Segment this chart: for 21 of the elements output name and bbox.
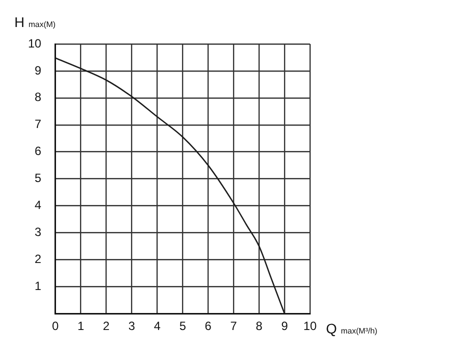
x-tick-label: 8 <box>256 319 263 334</box>
x-tick-label: 1 <box>77 319 84 334</box>
x-tick-label: 10 <box>303 319 317 334</box>
x-tick-label: 6 <box>204 319 212 334</box>
y-tick-label: 3 <box>34 225 42 240</box>
x-tick-label: 0 <box>52 319 60 334</box>
y-tick-label: 6 <box>34 144 42 158</box>
y-tick-label: 7 <box>34 117 42 132</box>
y-tick-label: 4 <box>34 198 42 212</box>
y-tick-label: 9 <box>34 63 42 78</box>
x-tick-label: 5 <box>179 319 186 334</box>
x-tick-label: 3 <box>128 319 136 334</box>
y-tick-label: 1 <box>34 278 42 293</box>
y-tick-label: 5 <box>34 171 42 186</box>
x-tick-label: 2 <box>102 319 110 334</box>
y-tick-label: 8 <box>34 90 42 104</box>
x-tick-label: 9 <box>281 319 288 334</box>
x-tick-label: 4 <box>154 319 161 334</box>
y-tick-label: 2 <box>34 252 42 266</box>
y-tick-label: 10 <box>28 36 42 50</box>
x-tick-label: 7 <box>230 319 238 334</box>
